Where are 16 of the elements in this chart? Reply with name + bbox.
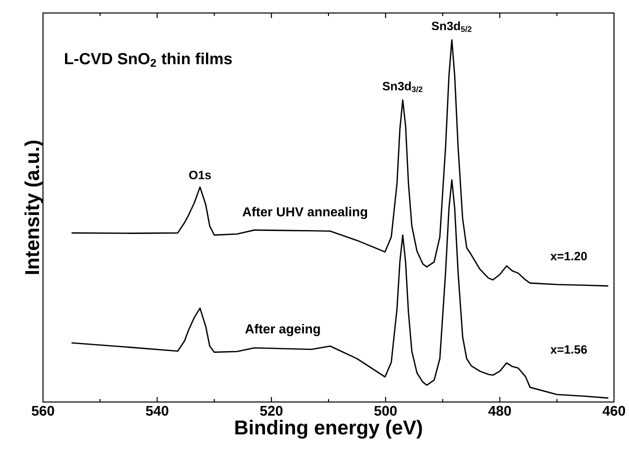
x-tick-label: 460	[602, 406, 626, 416]
x-tick-label: 540	[146, 406, 168, 416]
x-tick-label: 560	[32, 406, 54, 416]
series-label: After UHV annealing	[242, 206, 368, 220]
x-tick-label: 520	[260, 406, 282, 416]
annotation: Sn3d$_{3/2}$	[382, 82, 422, 92]
series-label: After ageing	[245, 324, 320, 336]
annotation: x=1.56	[550, 345, 587, 354]
annotation: O1s	[189, 170, 211, 180]
text: L-CVD SnO$_{2}$ thin films	[65, 52, 232, 67]
y-axis-title: Intensity (a.u.)	[24, 140, 44, 274]
x-axis-title: Binding energy (eV)	[235, 420, 422, 439]
annotation: x=1.20	[550, 252, 587, 260]
annotation: Sn3d$_{5/2}$	[432, 21, 472, 32]
x-tick-label: 480	[488, 406, 511, 416]
x-tick-label: 500	[374, 406, 397, 416]
